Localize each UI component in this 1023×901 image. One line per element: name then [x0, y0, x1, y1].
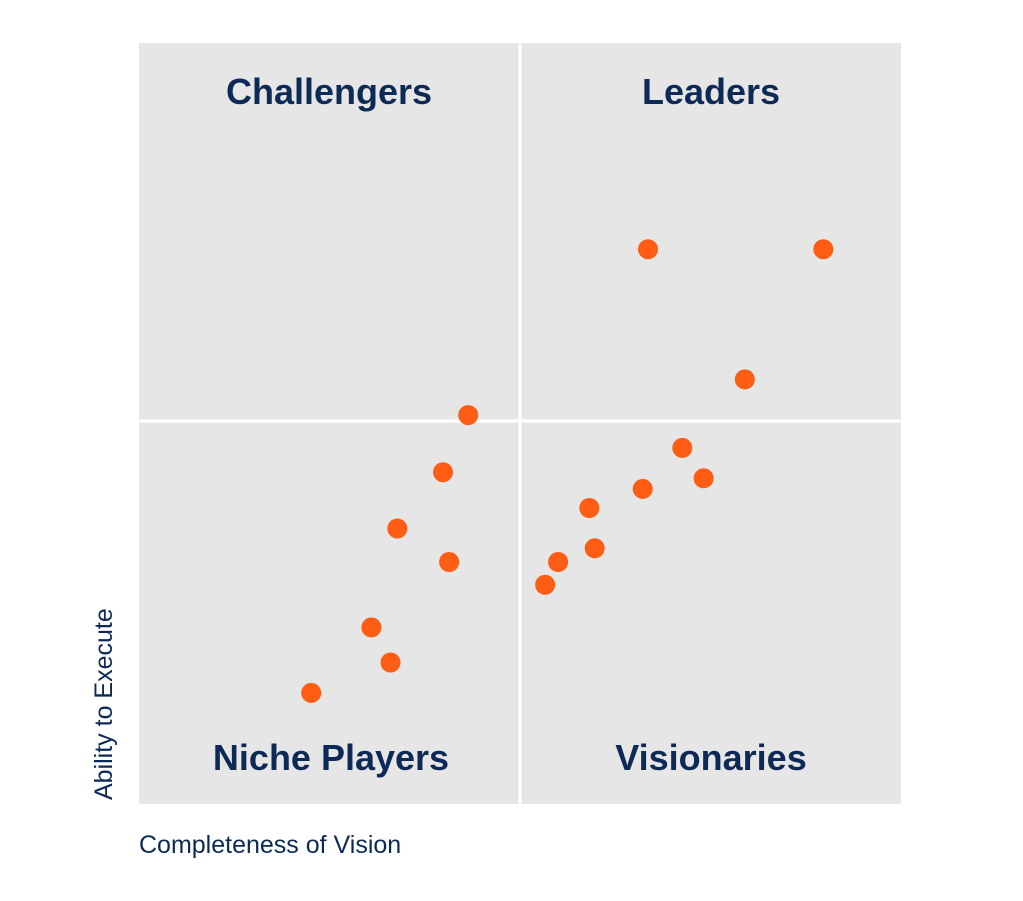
x-axis-label: Completeness of Vision [139, 831, 401, 859]
data-point-11 [579, 498, 600, 518]
plot-area [139, 43, 901, 804]
data-points [301, 239, 834, 703]
quadrant-labels: Challengers Leaders Niche Players Vision… [213, 71, 807, 778]
y-axis-label: Ability to Execute [90, 608, 118, 800]
quadrant-label-niche-players: Niche Players [213, 737, 449, 778]
data-point-7 [458, 405, 479, 426]
data-point-15 [734, 369, 755, 390]
data-point-5 [433, 462, 453, 483]
data-point-4 [387, 518, 408, 539]
data-point-1 [301, 682, 322, 703]
data-point-13 [672, 437, 693, 458]
quadrant-label-leaders: Leaders [642, 71, 780, 112]
data-point-16 [638, 239, 658, 260]
quadrant-label-challengers: Challengers [226, 71, 432, 112]
quadrant-label-visionaries: Visionaries [615, 737, 806, 778]
data-point-2 [361, 617, 382, 638]
data-point-12 [632, 478, 653, 499]
data-point-8 [535, 574, 556, 595]
data-point-14 [693, 468, 714, 489]
data-point-3 [380, 652, 401, 673]
data-point-6 [439, 552, 460, 572]
data-point-9 [548, 552, 569, 572]
data-point-17 [813, 239, 834, 260]
data-point-10 [584, 538, 605, 559]
